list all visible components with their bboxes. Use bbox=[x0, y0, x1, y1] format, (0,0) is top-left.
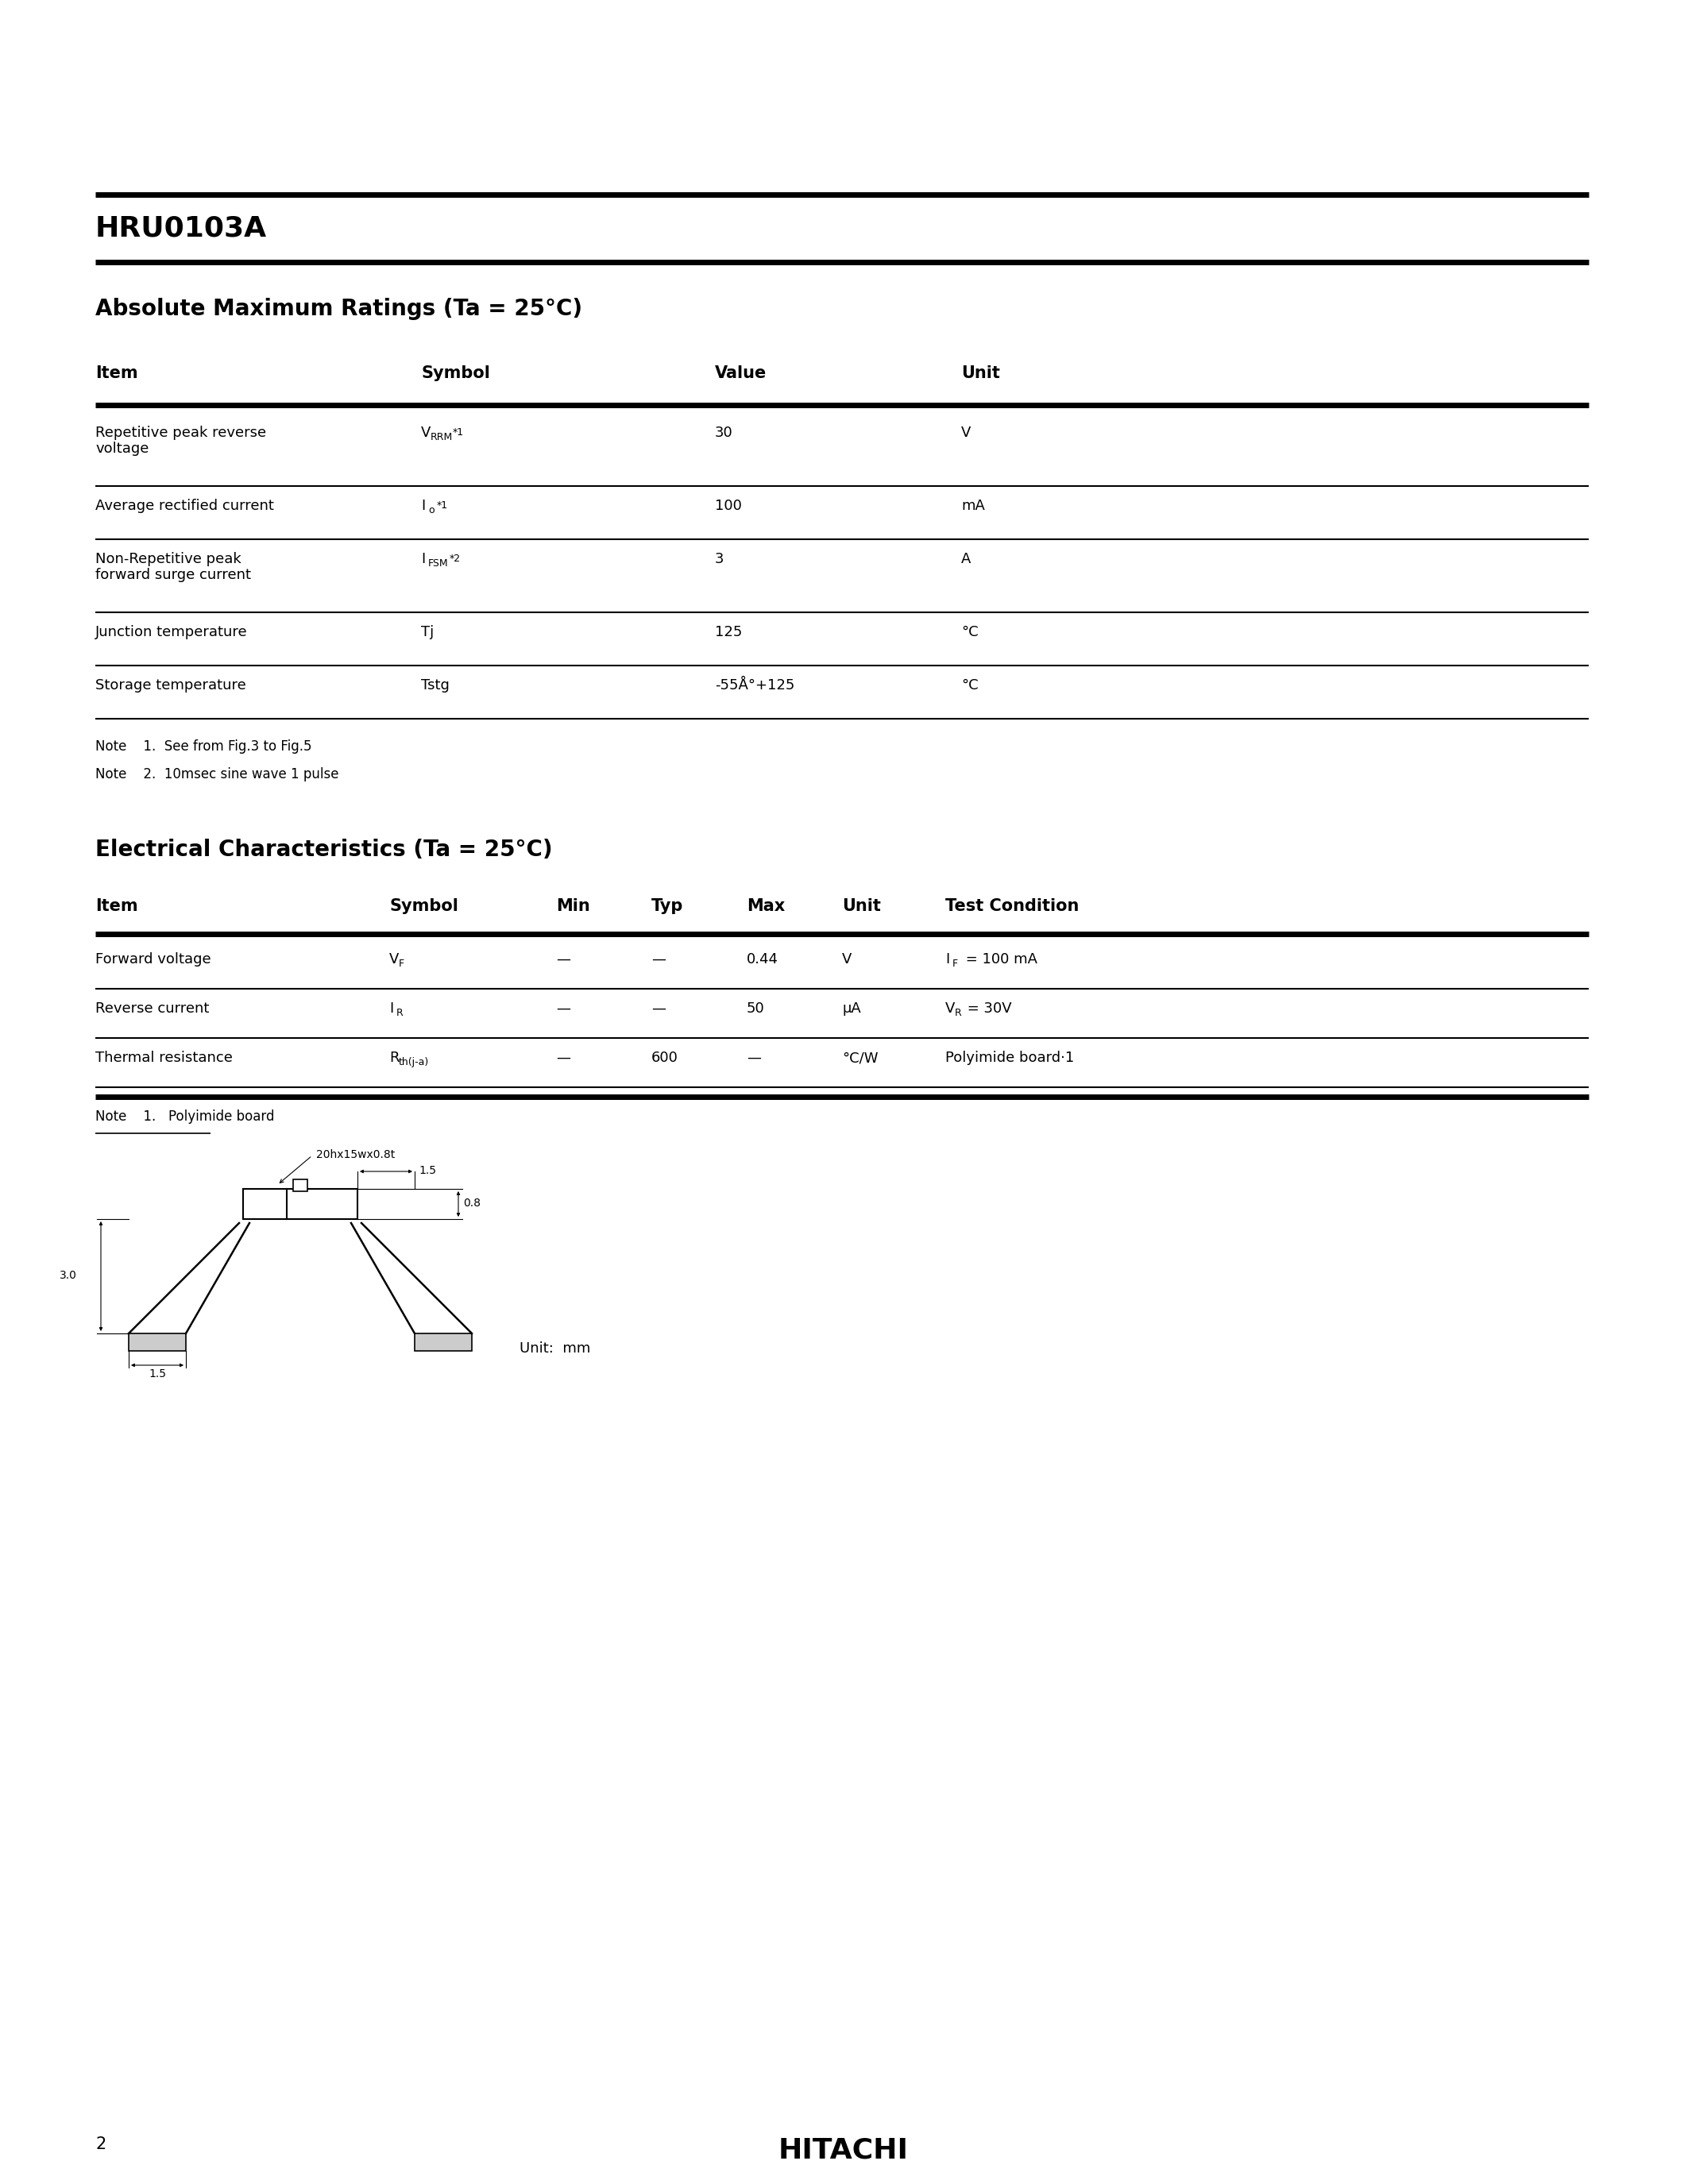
Text: °C/W: °C/W bbox=[842, 1051, 878, 1066]
Text: o: o bbox=[429, 505, 434, 515]
Text: th(j-a): th(j-a) bbox=[398, 1057, 429, 1068]
Text: Reverse current: Reverse current bbox=[95, 1002, 209, 1016]
Text: Average rectified current: Average rectified current bbox=[95, 498, 273, 513]
Bar bbox=[128, 1334, 186, 1352]
Text: 3: 3 bbox=[716, 553, 724, 566]
Text: Storage temperature: Storage temperature bbox=[95, 679, 246, 692]
Text: R: R bbox=[955, 1007, 962, 1018]
Text: V: V bbox=[960, 426, 971, 439]
Text: 30: 30 bbox=[716, 426, 733, 439]
Text: I: I bbox=[420, 553, 425, 566]
Text: V: V bbox=[390, 952, 398, 968]
Text: Typ: Typ bbox=[652, 898, 684, 915]
Text: Note    1.  See from Fig.3 to Fig.5: Note 1. See from Fig.3 to Fig.5 bbox=[95, 740, 312, 753]
Text: HITACHI: HITACHI bbox=[778, 2136, 908, 2164]
Text: 125: 125 bbox=[716, 625, 743, 640]
Text: Value: Value bbox=[716, 365, 766, 382]
Text: A: A bbox=[960, 553, 971, 566]
Text: 1.5: 1.5 bbox=[149, 1369, 165, 1380]
Text: Max: Max bbox=[746, 898, 785, 915]
Text: forward surge current: forward surge current bbox=[95, 568, 252, 583]
Text: Note    2.  10msec sine wave 1 pulse: Note 2. 10msec sine wave 1 pulse bbox=[95, 767, 339, 782]
Text: I: I bbox=[390, 1002, 393, 1016]
Text: I: I bbox=[420, 498, 425, 513]
Text: Forward voltage: Forward voltage bbox=[95, 952, 211, 968]
Text: Item: Item bbox=[95, 365, 138, 382]
Text: RRM: RRM bbox=[430, 432, 452, 443]
Text: FSM: FSM bbox=[429, 559, 449, 568]
Text: F: F bbox=[952, 959, 959, 970]
Text: Note    1.   Polyimide board: Note 1. Polyimide board bbox=[95, 1109, 275, 1125]
Text: -55Å°+125: -55Å°+125 bbox=[716, 679, 795, 692]
Text: 3.0: 3.0 bbox=[59, 1269, 78, 1282]
Text: —: — bbox=[555, 1002, 571, 1016]
Text: —: — bbox=[555, 1051, 571, 1066]
Text: Polyimide board·1: Polyimide board·1 bbox=[945, 1051, 1074, 1066]
Text: Test Condition: Test Condition bbox=[945, 898, 1079, 915]
Text: voltage: voltage bbox=[95, 441, 149, 456]
Text: mA: mA bbox=[960, 498, 984, 513]
Text: V: V bbox=[842, 952, 852, 968]
Text: V: V bbox=[945, 1002, 955, 1016]
Bar bbox=[415, 1334, 473, 1352]
Text: °C: °C bbox=[960, 625, 979, 640]
Text: *1: *1 bbox=[437, 500, 447, 511]
Text: *2: *2 bbox=[449, 553, 461, 563]
Text: R: R bbox=[390, 1051, 398, 1066]
Bar bbox=[294, 1179, 307, 1190]
Text: Min: Min bbox=[555, 898, 591, 915]
Text: Unit: Unit bbox=[842, 898, 881, 915]
Text: 1.5: 1.5 bbox=[419, 1164, 436, 1177]
Text: Electrical Characteristics (Ta = 25°C): Electrical Characteristics (Ta = 25°C) bbox=[95, 839, 552, 860]
Text: 2: 2 bbox=[95, 2136, 106, 2151]
Text: Repetitive peak reverse: Repetitive peak reverse bbox=[95, 426, 267, 439]
Text: Tstg: Tstg bbox=[420, 679, 449, 692]
Text: Thermal resistance: Thermal resistance bbox=[95, 1051, 233, 1066]
Text: —: — bbox=[652, 952, 665, 968]
Text: HRU0103A: HRU0103A bbox=[95, 214, 267, 242]
Text: 50: 50 bbox=[746, 1002, 765, 1016]
Text: Unit: Unit bbox=[960, 365, 999, 382]
Text: 600: 600 bbox=[652, 1051, 679, 1066]
Text: Non-Repetitive peak: Non-Repetitive peak bbox=[95, 553, 241, 566]
Bar bbox=[243, 1188, 358, 1219]
Text: Symbol: Symbol bbox=[420, 365, 490, 382]
Text: Symbol: Symbol bbox=[390, 898, 457, 915]
Text: = 100 mA: = 100 mA bbox=[960, 952, 1038, 968]
Text: —: — bbox=[746, 1051, 761, 1066]
Text: 0.44: 0.44 bbox=[746, 952, 778, 968]
Text: Junction temperature: Junction temperature bbox=[95, 625, 248, 640]
Text: 20hx15wx0.8t: 20hx15wx0.8t bbox=[316, 1149, 395, 1160]
Text: 0.8: 0.8 bbox=[463, 1197, 481, 1208]
Text: —: — bbox=[652, 1002, 665, 1016]
Text: Tj: Tj bbox=[420, 625, 434, 640]
Text: R: R bbox=[397, 1007, 403, 1018]
Text: μA: μA bbox=[842, 1002, 861, 1016]
Text: Unit:  mm: Unit: mm bbox=[520, 1341, 591, 1356]
Text: °C: °C bbox=[960, 679, 979, 692]
Text: Item: Item bbox=[95, 898, 138, 915]
Text: = 30V: = 30V bbox=[962, 1002, 1011, 1016]
Text: Absolute Maximum Ratings (Ta = 25°C): Absolute Maximum Ratings (Ta = 25°C) bbox=[95, 297, 582, 321]
Text: 100: 100 bbox=[716, 498, 741, 513]
Text: F: F bbox=[398, 959, 405, 970]
Text: —: — bbox=[555, 952, 571, 968]
Text: *1: *1 bbox=[452, 428, 464, 437]
Text: I: I bbox=[945, 952, 949, 968]
Text: V: V bbox=[420, 426, 430, 439]
